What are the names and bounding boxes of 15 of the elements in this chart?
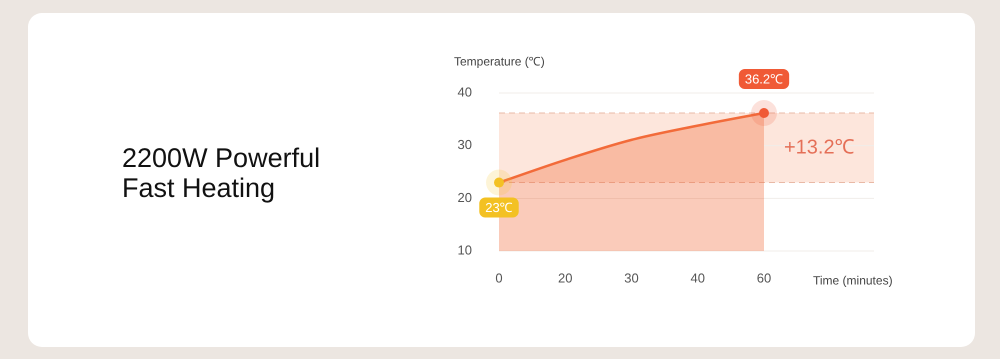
y-tick-label: 10: [458, 242, 472, 258]
x-tick-label: 0: [495, 270, 503, 286]
y-tick-label: 30: [458, 137, 472, 152]
x-tick-label: 60: [756, 270, 772, 286]
text: 2200W Powerful Fast Heating: [122, 143, 322, 203]
band-label: +13.2℃: [784, 136, 855, 158]
annotation: 23℃: [485, 200, 513, 216]
y-axis-title: Temperature (℃): [454, 54, 545, 68]
x-tick-label: 20: [558, 270, 572, 286]
x-tick-label: 40: [690, 270, 705, 286]
y-tick-label: 20: [458, 190, 472, 205]
x-axis-title: Time (minutes): [813, 273, 893, 288]
y-tick-label: 40: [458, 84, 472, 100]
x-tick-label: 30: [624, 270, 639, 286]
annotation: 36.2℃: [744, 72, 784, 87]
